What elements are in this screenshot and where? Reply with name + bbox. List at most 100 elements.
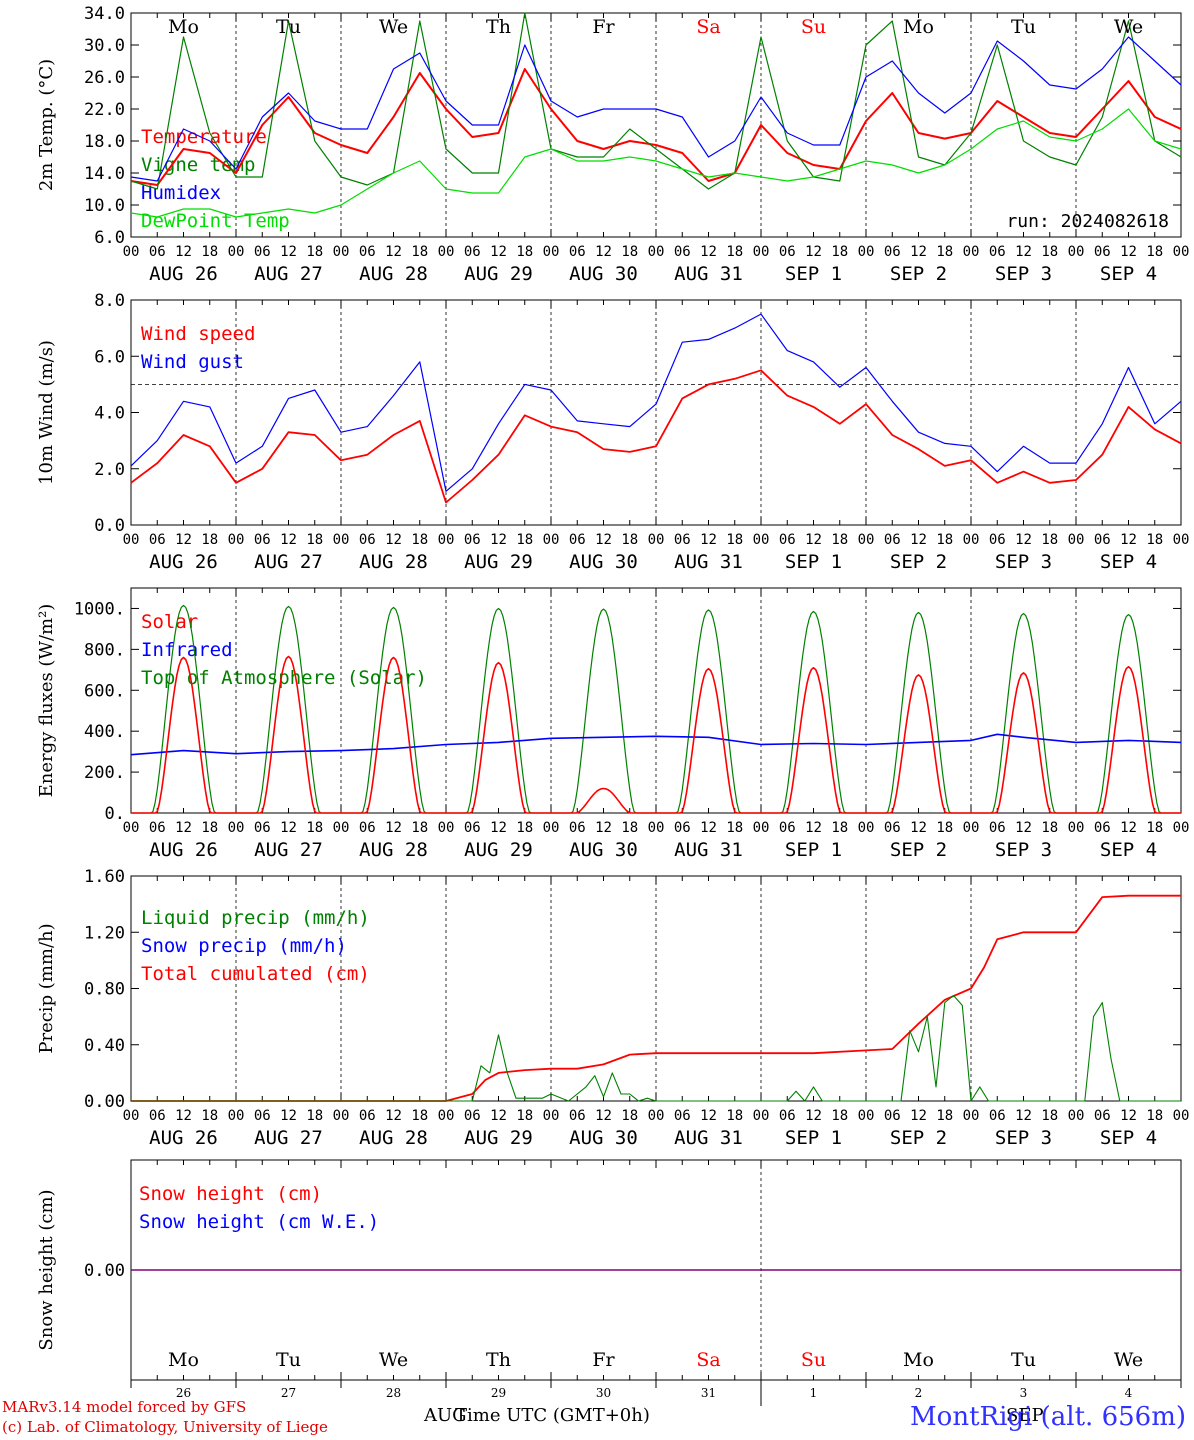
hour-label: 18	[831, 820, 848, 836]
day-number: 30	[596, 1386, 611, 1400]
hour-label: 18	[1146, 244, 1163, 260]
hour-label: 06	[884, 1108, 901, 1124]
series-line-temperature	[130, 68, 1182, 186]
series-line-solar	[131, 655, 1181, 814]
hour-label: 06	[989, 532, 1006, 548]
day-name: Fr	[592, 16, 615, 38]
hour-label: 18	[411, 532, 428, 548]
hour-label: 06	[359, 1108, 376, 1124]
hour-label: 18	[516, 532, 533, 548]
date-label: AUG 27	[254, 551, 323, 573]
date-label: SEP 2	[890, 551, 947, 573]
date-label: AUG 29	[464, 1127, 533, 1149]
hour-label: 12	[910, 820, 927, 836]
hour-label: 18	[411, 1108, 428, 1124]
hour-label: 00	[753, 532, 770, 548]
hour-label: 06	[674, 244, 691, 260]
hour-label: 12	[910, 532, 927, 548]
y-tick-label: 0.0	[94, 516, 125, 536]
hour-label: 06	[254, 1108, 271, 1124]
legend-entry: Total cumulated (cm)	[141, 963, 370, 985]
y-tick-label: 1.60	[84, 867, 125, 887]
day-name: Su	[801, 16, 826, 38]
day-name: Th	[486, 1349, 511, 1371]
date-label: AUG 28	[359, 263, 428, 285]
hour-label: 12	[805, 820, 822, 836]
y-tick-label: 8.0	[94, 291, 125, 311]
hour-label: 12	[700, 1108, 717, 1124]
panel-precip	[130, 875, 1182, 1102]
hour-label: 12	[700, 820, 717, 836]
hour-label: 12	[1120, 244, 1137, 260]
hour-label: 18	[831, 532, 848, 548]
panel-temp	[130, 12, 1182, 238]
hour-label: 18	[1041, 244, 1058, 260]
legend-entry: Temperature	[141, 126, 267, 148]
date-label: SEP 3	[995, 1127, 1052, 1149]
day-number: 4	[1125, 1386, 1133, 1400]
hour-label: 18	[1146, 1108, 1163, 1124]
legend-entry: Wind speed	[141, 323, 255, 345]
y-axis-label: 2m Temp. (°C)	[36, 59, 57, 191]
hour-label: 12	[1015, 1108, 1032, 1124]
hour-label: 12	[490, 820, 507, 836]
hour-label: 18	[726, 244, 743, 260]
hour-label: 06	[674, 820, 691, 836]
hour-label: 18	[516, 820, 533, 836]
date-label: SEP 2	[890, 839, 947, 861]
hour-label: 12	[490, 1108, 507, 1124]
hour-label: 06	[779, 532, 796, 548]
legend-entry: Infrared	[141, 639, 233, 661]
y-tick-label: 10.0	[84, 196, 125, 216]
hour-label: 18	[306, 820, 323, 836]
hour-label: 00	[963, 244, 980, 260]
plot-frame	[130, 12, 1182, 238]
hour-label: 12	[280, 1108, 297, 1124]
hour-label: 00	[438, 532, 455, 548]
hour-label: 06	[569, 244, 586, 260]
hour-label: 12	[280, 244, 297, 260]
hour-label: 06	[254, 820, 271, 836]
y-tick-label: 22.0	[84, 100, 125, 120]
hour-label: 00	[1068, 820, 1085, 836]
hour-label: 12	[280, 820, 297, 836]
hour-label: 06	[149, 1108, 166, 1124]
day-name: Mo	[903, 1349, 934, 1371]
hour-label: 12	[1120, 1108, 1137, 1124]
hour-label: 12	[1120, 532, 1137, 548]
hour-label: 12	[1015, 244, 1032, 260]
y-tick-label: 400.	[84, 722, 125, 742]
hour-label: 00	[543, 244, 560, 260]
hour-label: 12	[175, 820, 192, 836]
hour-label: 00	[648, 1108, 665, 1124]
hour-label: 18	[201, 1108, 218, 1124]
date-label: SEP 4	[1100, 551, 1157, 573]
hour-label: 18	[621, 1108, 638, 1124]
date-label: AUG 26	[149, 263, 218, 285]
y-tick-label: 0.40	[84, 1036, 125, 1056]
station-name: MontRigi (alt. 656m)	[910, 1402, 1186, 1432]
series-line-wind-gust	[130, 313, 1182, 492]
y-axis-label: 10m Wind (m/s)	[36, 340, 57, 485]
hour-label: 00	[1068, 532, 1085, 548]
hour-label: 06	[464, 1108, 481, 1124]
day-name: We	[379, 1349, 408, 1371]
hour-label: 00	[858, 820, 875, 836]
hour-label: 06	[674, 1108, 691, 1124]
hour-label: 06	[779, 1108, 796, 1124]
hour-label: 00	[228, 244, 245, 260]
date-label: SEP 4	[1100, 263, 1157, 285]
y-tick-label: 14.0	[84, 164, 125, 184]
y-axis-label: Snow height (cm)	[36, 1189, 57, 1350]
hour-label: 00	[543, 820, 560, 836]
hour-label: 06	[149, 820, 166, 836]
date-label: AUG 31	[674, 1127, 743, 1149]
day-name: Mo	[903, 16, 934, 38]
hour-label: 12	[1015, 820, 1032, 836]
hour-label: 06	[569, 532, 586, 548]
y-axis-label: Precip (mm/h)	[36, 923, 57, 1053]
hour-label: 18	[306, 532, 323, 548]
y-tick-label: 600.	[84, 681, 125, 701]
date-label: SEP 1	[785, 839, 842, 861]
hour-label: 18	[726, 820, 743, 836]
